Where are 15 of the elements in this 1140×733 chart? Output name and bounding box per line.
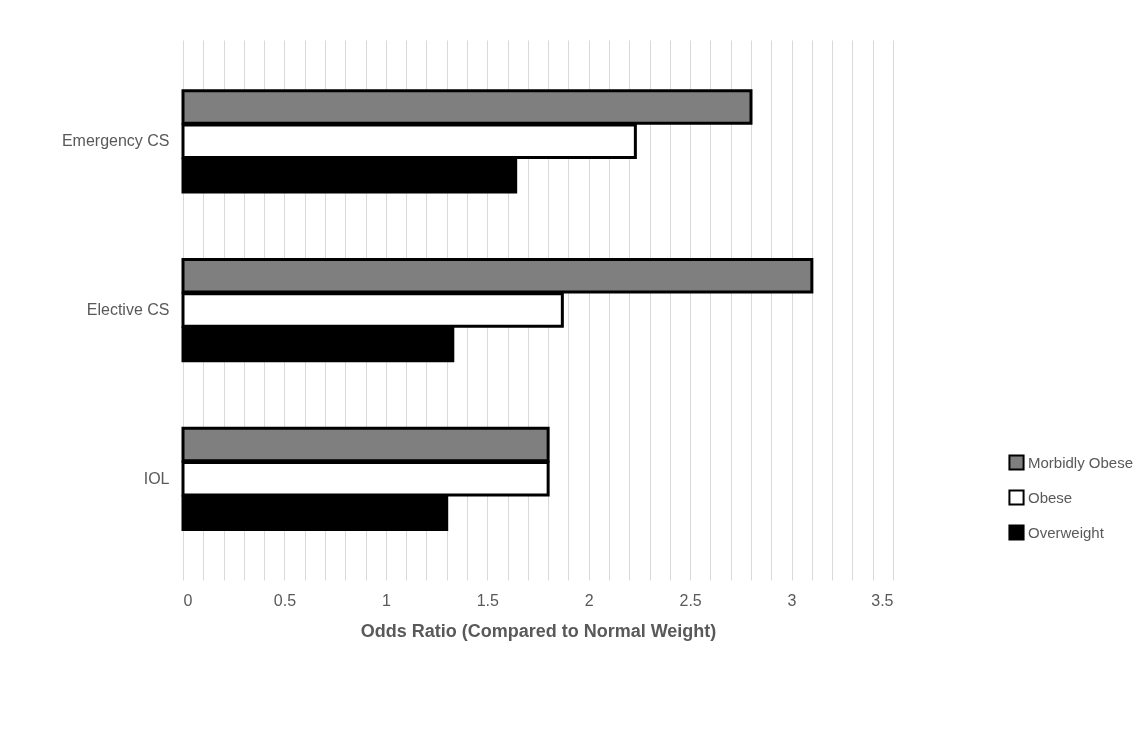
x-tick-label: 1.5	[476, 591, 499, 609]
y-tick-label: Elective CS	[86, 301, 170, 318]
legend-label: Morbidly Obese	[1028, 453, 1134, 471]
x-tick-label: 0.5	[273, 591, 297, 609]
x-tick-label: 1	[381, 591, 391, 609]
y-tick-label: IOL	[143, 469, 170, 487]
x-tick-label: 0	[183, 591, 193, 609]
x-tick-label: 3	[787, 591, 797, 609]
x-axis-title: Odds Ratio (Compared to Normal Weight)	[360, 620, 717, 641]
x-tick-label: 3.5	[871, 591, 894, 609]
y-tick-label: Emergency CS	[61, 132, 170, 150]
x-tick-label: 2	[584, 591, 594, 609]
x-tick-label: 2.5	[679, 591, 702, 609]
legend-label: Overweight	[1028, 523, 1105, 541]
legend-label: Obese	[1028, 488, 1073, 506]
